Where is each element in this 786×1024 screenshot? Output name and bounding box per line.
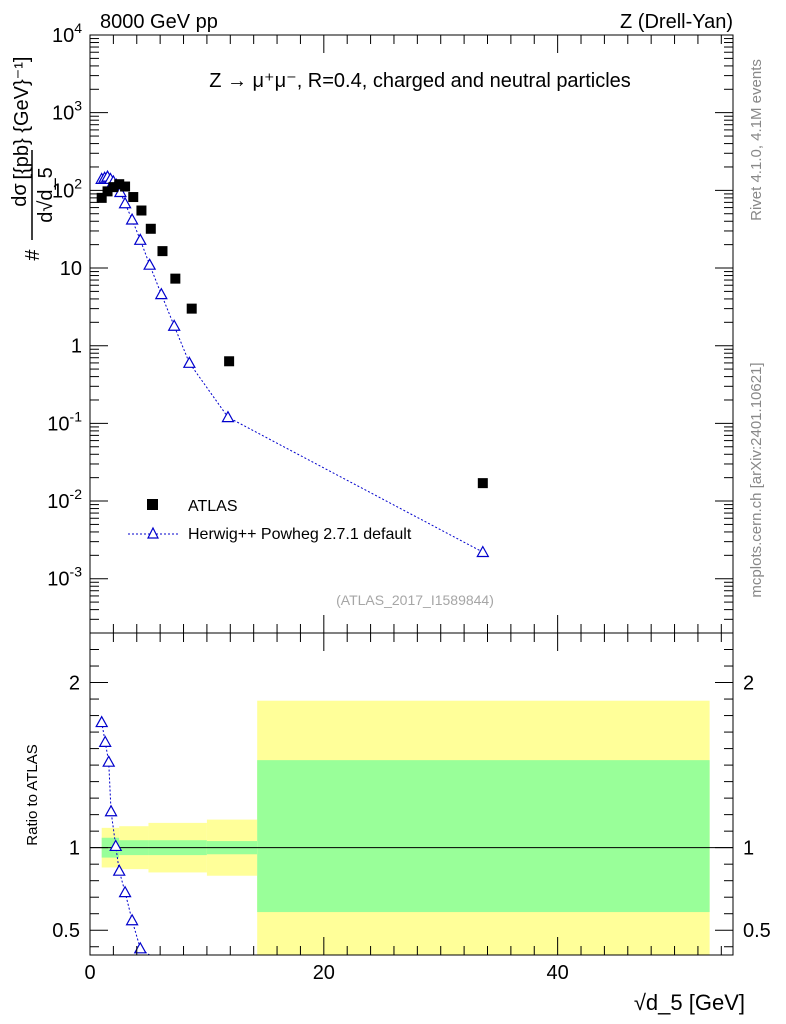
herwig-line: [101, 176, 484, 553]
ratio-band-green: [257, 760, 710, 913]
herwig-point: [143, 258, 157, 270]
atlas-point: [224, 356, 235, 367]
x-axis-label: √d_5 [GeV]: [634, 990, 745, 1015]
ratio-herwig-point: [98, 735, 112, 747]
header-left: 8000 GeV pp: [100, 11, 218, 33]
ratio-herwig-point: [118, 885, 132, 898]
ratio-y-tick-label: 0.5: [52, 920, 80, 942]
atlas-point: [120, 181, 131, 192]
legend-atlas-label: ATLAS: [188, 498, 238, 515]
main-y-tick-label: 10-2: [47, 486, 82, 513]
ratio-herwig-point: [109, 839, 123, 852]
atlas-point: [128, 192, 139, 203]
herwig-point: [476, 545, 490, 558]
herwig-point: [167, 319, 181, 331]
rivet-label: Rivet 4.1.0, 4.1M events: [748, 59, 765, 221]
ratio-herwig-line: [101, 722, 150, 956]
atlas-point: [96, 192, 107, 203]
main-y-tick-label: 10: [60, 258, 82, 280]
herwig-point: [125, 212, 139, 225]
main-y-tick-label: 102: [52, 175, 82, 202]
ratio-herwig-point: [102, 755, 116, 767]
ratio-x-ticks: 0 20 40: [84, 633, 722, 984]
main-x-ticks: [89, 35, 722, 633]
main-y-tick-label: 1: [71, 336, 82, 358]
main-y-tick-label: 104: [52, 20, 82, 47]
x-tick-label: 0: [84, 962, 95, 984]
legend-atlas-marker: [147, 499, 158, 510]
main-y-axis-units: [{pb} {GeV}⁻¹]: [11, 57, 33, 180]
y-label-units: [{pb} {GeV}⁻¹]: [11, 57, 33, 180]
ratio-herwig-point: [95, 715, 109, 728]
ratio-y-tick-label: 1: [69, 838, 80, 860]
ratio-plot: 0.5 0.5 1 1 2 2 0 20 40 Ratio to ATLAS √d_5 [Ge…: [24, 632, 771, 1015]
atlas-point: [477, 478, 488, 489]
atlas-point: [114, 179, 125, 190]
y-label-hash: #: [22, 249, 44, 261]
atlas-point: [186, 303, 197, 314]
ratio-herwig-point: [112, 864, 126, 876]
y-label-denominator: d√d_5: [35, 167, 57, 222]
legend-herwig-marker: [147, 526, 159, 539]
header-right: Z (Drell-Yan): [620, 11, 733, 33]
y-label-numerator: dσ: [9, 183, 31, 207]
atlas-point: [136, 205, 147, 216]
ratio-y-tick-label-right: 0.5: [743, 920, 771, 942]
ratio-bands: [101, 700, 710, 955]
x-tick-label: 20: [313, 962, 335, 984]
ratio-plot-frame: [89, 632, 734, 956]
main-y-tick-label: 103: [52, 98, 82, 125]
atlas-point: [102, 186, 113, 197]
watermark: (ATLAS_2017_I1589844): [336, 592, 494, 608]
legend: ATLAS Herwig++ Powheg 2.7.1 default: [128, 498, 412, 543]
herwig-point: [182, 356, 196, 368]
atlas-point: [145, 223, 156, 234]
herwig-point: [154, 287, 168, 300]
atlas-point: [170, 273, 181, 284]
atlas-point: [157, 246, 168, 257]
legend-herwig-label: Herwig++ Powheg 2.7.1 default: [188, 526, 412, 543]
ratio-herwig-point: [104, 804, 118, 817]
source-label: mcplots.cern.ch [arXiv:2401.10621]: [748, 362, 765, 597]
ratio-y-ticks: 0.5 0.5 1 1 2 2: [52, 649, 771, 948]
ratio-y-tick-label-right: 1: [743, 838, 754, 860]
main-series: [95, 169, 490, 558]
ratio-y-axis-label: Ratio to ATLAS: [24, 744, 41, 845]
x-tick-label: 40: [547, 962, 569, 984]
ratio-herwig-point: [125, 913, 139, 926]
ratio-series: [95, 715, 150, 956]
ratio-y-tick-label: 2: [69, 673, 80, 695]
herwig-point: [221, 410, 235, 423]
main-y-axis-label: #: [22, 249, 44, 261]
ratio-y-tick-label-right: 2: [743, 673, 754, 695]
ratio-herwig-point: [133, 941, 147, 954]
atlas-point: [108, 182, 119, 193]
herwig-point: [118, 196, 132, 209]
main-y-tick-label: 10-3: [47, 564, 82, 591]
herwig-point: [133, 233, 147, 245]
main-plot-title: Z → μ⁺μ⁻, R=0.4, charged and neutral par…: [209, 70, 631, 92]
main-y-tick-label: 10-1: [47, 408, 82, 435]
main-plot-frame: [89, 34, 734, 634]
main-y-axis-fraction: dσ d√d_5: [9, 150, 57, 240]
